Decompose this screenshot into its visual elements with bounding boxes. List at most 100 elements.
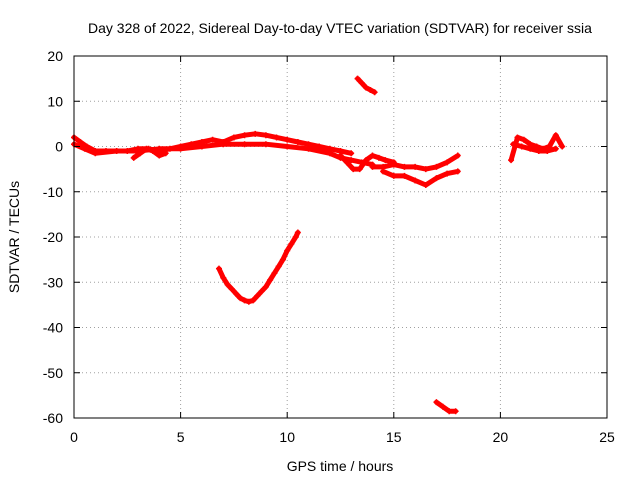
y-tick-label-5: -30 — [43, 274, 63, 290]
data-point-arc-v-shape-9 — [254, 292, 261, 299]
data-point-arc-v-shape-11 — [262, 283, 269, 290]
x-tick-label-3: 15 — [386, 429, 402, 445]
data-point-arc-small-dip-5 — [162, 150, 169, 157]
data-point-arc-17h-low-2 — [446, 408, 453, 415]
data-point-arc-v-shape-15 — [279, 256, 286, 263]
data-point-arc-15h-cluster-a-4 — [412, 163, 419, 170]
data-point-arc-main-b-1 — [81, 145, 88, 152]
data-point-arc-main-a-20 — [273, 134, 280, 141]
data-point-arc-main-a-22 — [294, 138, 301, 145]
data-point-arc-main-b-10 — [262, 141, 269, 148]
data-point-arc-15h-cluster-a-3 — [401, 163, 408, 170]
data-point-arc-21h-b-5 — [552, 145, 559, 152]
data-point-arc-main-b-7 — [198, 143, 205, 150]
data-point-arc-main-a-24 — [316, 143, 323, 150]
data-point-arc-v-shape-4 — [233, 290, 240, 297]
data-point-arc-21h-2 — [520, 136, 527, 143]
data-point-arc-15h-cluster-b-1 — [390, 172, 397, 179]
data-point-arc-13h-high-0 — [354, 75, 361, 82]
data-point-arc-15h-cluster-a-0 — [369, 163, 376, 170]
data-point-arc-v-shape-10 — [258, 288, 265, 295]
data-point-arc-main-a-21 — [284, 136, 291, 143]
data-point-arc-main-a-27 — [348, 150, 355, 157]
data-point-arc-small-dip-1 — [137, 150, 144, 157]
data-point-arc-v-shape-3 — [228, 286, 235, 293]
series-arc-mid-dip — [337, 152, 397, 173]
data-point-arc-17h-low-1 — [439, 403, 446, 410]
x-tick-label-0: 0 — [70, 429, 78, 445]
x-tick-labels: 0 5 10 15 20 25 — [70, 429, 615, 445]
data-point-arc-main-b-5 — [156, 145, 163, 152]
data-point-arc-mid-dip-1 — [343, 159, 350, 166]
data-point-arc-v-shape-2 — [224, 281, 231, 288]
data-point-arc-13h-high-2 — [363, 84, 370, 91]
series-arc-13h-high — [354, 75, 378, 96]
data-point-arc-21h-8 — [559, 143, 566, 150]
y-tick-labels: 20 10 0 -10 -20 -30 -40 -50 -60 — [43, 48, 63, 426]
x-tick-label-5: 25 — [599, 429, 615, 445]
y-tick-label-4: -20 — [43, 229, 63, 245]
y-tick-label-8: -60 — [43, 410, 63, 426]
data-point-arc-mid-dip-7 — [382, 157, 389, 164]
y-tick-label-3: -10 — [43, 184, 63, 200]
x-tick-label-4: 20 — [493, 429, 509, 445]
chart-title: Day 328 of 2022, Sidereal Day-to-day VTE… — [88, 20, 592, 36]
data-point-arc-main-b-8 — [220, 141, 227, 148]
series-arc-21h-b — [510, 141, 559, 155]
data-point-arc-main-b-9 — [241, 141, 248, 148]
data-point-arc-15h-cluster-a-7 — [444, 159, 451, 166]
data-point-arc-mid-dip-6 — [375, 154, 382, 161]
x-tick-label-1: 5 — [177, 429, 185, 445]
data-point-arc-15h-cluster-b-4 — [422, 181, 429, 188]
data-point-arc-17h-low-0 — [433, 399, 440, 406]
data-point-arc-15h-cluster-a-2 — [390, 161, 397, 168]
data-series — [71, 75, 566, 415]
data-point-arc-v-shape-5 — [237, 295, 244, 302]
data-point-arc-v-shape-12 — [267, 276, 274, 283]
data-point-arc-mid-dip-5 — [369, 152, 376, 159]
data-point-arc-21h-b-0 — [510, 141, 517, 148]
data-point-arc-small-dip-3 — [149, 148, 156, 155]
data-point-arc-17h-low-3 — [452, 408, 459, 415]
data-point-arc-v-shape-14 — [275, 263, 282, 270]
data-point-arc-15h-cluster-a-5 — [422, 166, 429, 173]
data-point-arc-v-shape-16 — [284, 247, 291, 254]
data-point-arc-v-shape-8 — [250, 297, 257, 304]
data-point-arc-13h-high-4 — [371, 89, 378, 96]
data-point-arc-main-a-1 — [77, 138, 84, 145]
y-tick-label-7: -50 — [43, 365, 63, 381]
data-point-arc-mid-dip-4 — [363, 157, 370, 164]
data-point-arc-small-dip-2 — [143, 145, 150, 152]
series-arc-15h-cluster-b — [380, 168, 461, 188]
data-point-arc-15h-cluster-a-6 — [433, 163, 440, 170]
data-point-arc-v-shape-19 — [294, 229, 301, 236]
data-point-arc-21h-7 — [552, 132, 559, 139]
data-point-arc-mid-dip-0 — [337, 152, 344, 159]
y-axis-label: SDTVAR / TECUs — [6, 181, 22, 293]
data-point-arc-main-b-12 — [305, 145, 312, 152]
data-point-arc-main-a-17 — [241, 132, 248, 139]
data-point-arc-mid-dip-3 — [356, 166, 363, 173]
data-point-arc-15h-cluster-a-8 — [454, 152, 461, 159]
data-point-arc-v-shape-6 — [241, 297, 248, 304]
data-point-arc-main-b-3 — [113, 148, 120, 155]
data-point-arc-15h-cluster-b-0 — [380, 168, 387, 175]
data-point-arc-main-b-6 — [177, 145, 184, 152]
data-point-arc-small-dip-4 — [156, 152, 163, 159]
data-point-arc-main-a-18 — [252, 130, 259, 137]
series-arc-small-dip — [130, 145, 169, 161]
data-point-arc-13h-high-1 — [358, 80, 365, 87]
data-point-arc-mid-dip-2 — [350, 166, 357, 173]
series-trace-arc-17h-low — [433, 399, 459, 414]
y-tick-label-6: -40 — [43, 320, 63, 336]
data-point-arc-21h-0 — [508, 157, 515, 164]
data-point-arc-v-shape-17 — [288, 240, 295, 247]
data-point-arc-v-shape-7 — [245, 298, 252, 305]
data-point-arc-main-b-2 — [92, 150, 99, 157]
data-point-arc-main-b-13 — [326, 150, 333, 157]
data-point-arc-15h-cluster-b-7 — [454, 168, 461, 175]
data-point-arc-21h-b-3 — [535, 148, 542, 155]
data-point-arc-main-a-14 — [209, 136, 216, 143]
